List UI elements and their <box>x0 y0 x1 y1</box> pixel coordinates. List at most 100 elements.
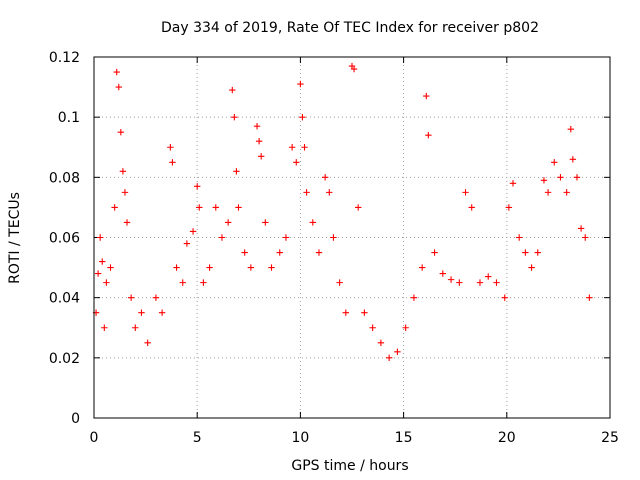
data-point <box>394 348 401 356</box>
x-tick-label: 20 <box>498 430 516 446</box>
data-point <box>158 309 166 316</box>
data-point <box>493 279 500 286</box>
data-point <box>262 219 269 226</box>
data-point <box>563 189 570 196</box>
data-point <box>111 204 118 211</box>
data-point <box>326 189 333 196</box>
data-point <box>107 264 114 271</box>
y-tick-label: 0.1 <box>58 110 80 126</box>
data-point <box>505 204 513 211</box>
data-point <box>309 219 316 226</box>
data-point <box>194 183 201 190</box>
x-tick-label: 0 <box>90 430 99 446</box>
data-point <box>229 86 236 94</box>
data-point <box>447 276 455 283</box>
data-point <box>282 234 290 241</box>
data-point <box>342 309 350 316</box>
data-point <box>522 249 529 256</box>
y-tick-label: 0.04 <box>49 291 80 307</box>
data-point <box>377 339 385 346</box>
y-tick-label: 0.06 <box>49 231 80 247</box>
data-point <box>573 174 581 181</box>
data-point <box>94 270 102 277</box>
data-point <box>468 204 475 211</box>
data-point <box>456 279 463 286</box>
data-point <box>255 138 263 145</box>
data-point <box>410 294 418 301</box>
data-point <box>303 189 310 196</box>
y-tick-label: 0.08 <box>49 170 80 186</box>
data-point <box>115 83 122 91</box>
data-point <box>167 144 174 151</box>
plot-frame <box>93 56 611 419</box>
data-point <box>301 144 308 151</box>
data-point <box>330 234 337 241</box>
data-point <box>501 294 508 301</box>
data-point <box>534 249 541 256</box>
data-point <box>179 279 186 286</box>
x-tick-label: 15 <box>395 430 413 446</box>
data-point <box>103 279 110 286</box>
data-point <box>336 279 343 286</box>
x-axis-label: GPS time / hours <box>291 458 408 474</box>
data-point <box>173 264 180 271</box>
data-point <box>183 240 191 247</box>
data-point <box>218 234 226 241</box>
data-point <box>169 159 176 166</box>
data-point <box>200 279 207 286</box>
data-point <box>127 294 135 301</box>
data-point <box>132 324 139 331</box>
data-point <box>544 189 552 196</box>
data-point <box>350 65 358 73</box>
data-point <box>509 180 517 187</box>
data-point <box>385 354 393 362</box>
data-point <box>361 309 368 316</box>
data-point <box>117 129 125 136</box>
data-point <box>206 264 213 271</box>
data-point <box>418 264 426 271</box>
data-points <box>92 62 593 362</box>
data-point <box>299 113 306 121</box>
data-point <box>297 80 304 88</box>
y-axis-label: ROTI / TECUs <box>7 192 23 284</box>
data-point <box>569 156 577 163</box>
data-point <box>515 234 523 241</box>
data-point <box>138 309 145 316</box>
data-point <box>321 174 329 181</box>
data-point <box>431 249 438 256</box>
data-point <box>212 204 219 211</box>
data-point <box>119 168 127 175</box>
axis-ticks: 0 5 10 15 20 25 0 0.02 0.04 0.06 0.08 0.1 0.12 <box>49 50 619 446</box>
data-point <box>152 294 160 301</box>
data-point <box>425 132 432 139</box>
chart-title: Day 334 of 2019, Rate Of TEC Index for r… <box>161 20 539 36</box>
data-point <box>241 249 248 256</box>
x-tick-label: 5 <box>193 430 202 446</box>
data-point <box>402 324 409 331</box>
data-point <box>485 273 492 280</box>
data-point <box>369 324 376 331</box>
data-point <box>288 144 296 151</box>
data-point <box>276 249 283 256</box>
data-point <box>224 219 232 226</box>
data-point <box>233 168 240 175</box>
data-point <box>577 225 585 232</box>
data-point <box>189 228 197 235</box>
data-point <box>96 234 104 241</box>
data-point <box>247 264 255 271</box>
data-point <box>231 113 238 121</box>
x-tick-label: 25 <box>601 430 619 446</box>
data-point <box>528 264 535 271</box>
data-point <box>462 189 469 196</box>
data-point <box>567 126 574 133</box>
data-point <box>293 159 300 166</box>
data-point <box>235 204 242 211</box>
data-point <box>557 174 564 181</box>
series-roti-p802 <box>92 62 593 362</box>
data-point <box>582 234 589 241</box>
y-tick-label: 0.12 <box>49 50 80 66</box>
data-point <box>196 204 203 211</box>
data-point <box>586 294 593 301</box>
